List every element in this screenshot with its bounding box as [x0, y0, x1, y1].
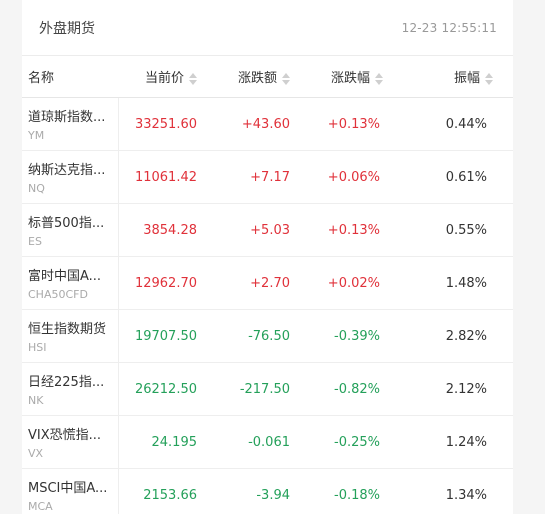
instrument-code: MCA	[28, 500, 53, 513]
cell-price: 19707.50	[118, 309, 207, 363]
cell-price: 24.195	[118, 415, 207, 469]
cell-price: 3854.28	[118, 203, 207, 257]
cell-change-pct: +0.02%	[300, 256, 394, 310]
column-header-change[interactable]: 涨跌额	[207, 56, 300, 98]
instrument-name[interactable]: 纳斯达克指...	[28, 163, 106, 178]
cell-price: 26212.50	[118, 362, 207, 416]
cell-name[interactable]: VIX恐慌指... VX	[22, 415, 119, 469]
cell-change: -0.061	[207, 415, 300, 469]
table-row[interactable]: 恒生指数期货 HSI 19707.50 -76.50 -0.39% 2.82%	[22, 309, 513, 363]
sort-icon[interactable]	[189, 72, 197, 85]
cell-amplitude: 0.44%	[394, 97, 513, 151]
cell-change: -3.94	[207, 468, 300, 514]
cell-name[interactable]: 纳斯达克指... NQ	[22, 150, 119, 204]
sort-icon[interactable]	[375, 72, 383, 85]
cell-change: +2.70	[207, 256, 300, 310]
column-header-price[interactable]: 当前价	[118, 56, 207, 98]
cell-change: -76.50	[207, 309, 300, 363]
table-row[interactable]: 道琼斯指数... YM 33251.60 +43.60 +0.13% 0.44%	[22, 97, 513, 151]
cell-change: -217.50	[207, 362, 300, 416]
table-row[interactable]: MSCI中国A... MCA 2153.66 -3.94 -0.18% 1.34%	[22, 468, 513, 514]
cell-change: +7.17	[207, 150, 300, 204]
cell-amplitude: 0.55%	[394, 203, 513, 257]
instrument-code: VX	[28, 447, 44, 460]
futures-panel: 外盘期货 12-23 12:55:11 名称 当前价 涨跌额 涨跌幅 振幅 道琼…	[22, 0, 513, 514]
table-row[interactable]: 标普500指... ES 3854.28 +5.03 +0.13% 0.55%	[22, 203, 513, 257]
column-header-amplitude[interactable]: 振幅	[394, 56, 513, 98]
column-header-label: 当前价	[144, 71, 184, 86]
futures-table: 名称 当前价 涨跌额 涨跌幅 振幅 道琼斯指数... YM 33251.60 +43.…	[22, 56, 513, 514]
table-row[interactable]: 富时中国A... CHA50CFD 12962.70 +2.70 +0.02% 1.48%	[22, 256, 513, 310]
column-header-label: 涨跌幅	[330, 71, 370, 86]
cell-amplitude: 0.61%	[394, 150, 513, 204]
instrument-name[interactable]: MSCI中国A...	[28, 481, 108, 496]
cell-change-pct: -0.25%	[300, 415, 394, 469]
cell-name[interactable]: MSCI中国A... MCA	[22, 468, 119, 514]
instrument-name[interactable]: 日经225指...	[28, 375, 105, 390]
instrument-name[interactable]: 标普500指...	[28, 216, 105, 231]
table-row[interactable]: 日经225指... NK 26212.50 -217.50 -0.82% 2.12%	[22, 362, 513, 416]
table-row[interactable]: VIX恐慌指... VX 24.195 -0.061 -0.25% 1.24%	[22, 415, 513, 469]
instrument-code: NQ	[28, 182, 45, 195]
cell-change-pct: +0.06%	[300, 150, 394, 204]
panel-title: 外盘期货	[39, 20, 95, 37]
cell-change: +43.60	[207, 97, 300, 151]
cell-change: +5.03	[207, 203, 300, 257]
instrument-code: ES	[28, 235, 42, 248]
cell-price: 2153.66	[118, 468, 207, 514]
cell-price: 12962.70	[118, 256, 207, 310]
instrument-name[interactable]: VIX恐慌指...	[28, 428, 102, 443]
column-header-label: 涨跌额	[237, 71, 277, 86]
cell-change-pct: +0.13%	[300, 203, 394, 257]
sort-icon[interactable]	[282, 72, 290, 85]
instrument-name[interactable]: 恒生指数期货	[28, 322, 107, 337]
table-header-row: 名称 当前价 涨跌额 涨跌幅 振幅	[22, 56, 513, 98]
instrument-code: NK	[28, 394, 44, 407]
instrument-name[interactable]: 富时中国A...	[28, 269, 102, 284]
instrument-code: HSI	[28, 341, 47, 354]
cell-amplitude: 2.12%	[394, 362, 513, 416]
cell-amplitude: 1.34%	[394, 468, 513, 514]
cell-name[interactable]: 道琼斯指数... YM	[22, 97, 119, 151]
panel-header: 外盘期货 12-23 12:55:11	[22, 0, 513, 56]
cell-amplitude: 2.82%	[394, 309, 513, 363]
cell-change-pct: +0.13%	[300, 97, 394, 151]
table-row[interactable]: 纳斯达克指... NQ 11061.42 +7.17 +0.06% 0.61%	[22, 150, 513, 204]
cell-name[interactable]: 日经225指... NK	[22, 362, 119, 416]
cell-price: 11061.42	[118, 150, 207, 204]
column-header-name: 名称	[22, 56, 118, 98]
column-header-change-pct[interactable]: 涨跌幅	[300, 56, 394, 98]
instrument-code: CHA50CFD	[28, 288, 88, 301]
cell-change-pct: -0.82%	[300, 362, 394, 416]
column-header-label: 振幅	[453, 71, 480, 86]
cell-name[interactable]: 标普500指... ES	[22, 203, 119, 257]
instrument-code: YM	[28, 129, 45, 142]
column-header-label: 名称	[28, 71, 55, 86]
cell-change-pct: -0.39%	[300, 309, 394, 363]
cell-price: 33251.60	[118, 97, 207, 151]
cell-amplitude: 1.24%	[394, 415, 513, 469]
cell-change-pct: -0.18%	[300, 468, 394, 514]
cell-name[interactable]: 富时中国A... CHA50CFD	[22, 256, 119, 310]
sort-icon[interactable]	[485, 72, 493, 85]
instrument-name[interactable]: 道琼斯指数...	[28, 110, 106, 125]
cell-name[interactable]: 恒生指数期货 HSI	[22, 309, 119, 363]
cell-amplitude: 1.48%	[394, 256, 513, 310]
update-time: 12-23 12:55:11	[401, 20, 497, 35]
